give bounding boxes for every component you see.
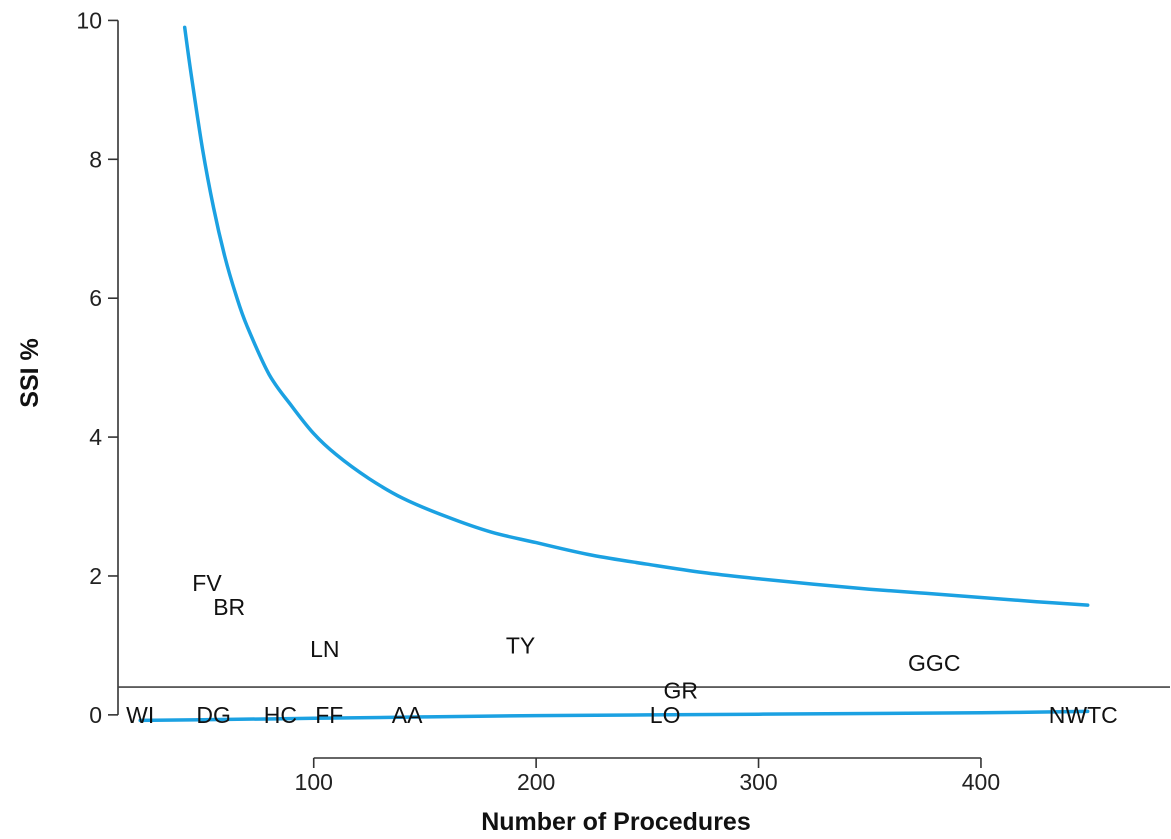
data-point-hc: HC: [264, 702, 297, 728]
y-tick-label: 8: [89, 146, 102, 172]
y-tick-label: 4: [89, 424, 102, 450]
data-point-fv: FV: [192, 570, 222, 596]
x-axis-title: Number of Procedures: [481, 808, 751, 836]
data-point-gr: GR: [663, 678, 698, 704]
y-tick-label: 2: [89, 563, 102, 589]
data-point-ff: FF: [315, 702, 343, 728]
lower-control-limit-line: [138, 709, 1090, 723]
y-tick-label: 0: [89, 702, 102, 728]
data-point-ggc: GGC: [908, 650, 960, 676]
x-tick-label: 300: [739, 769, 777, 795]
data-point-br: BR: [213, 594, 245, 620]
data-point-wi: WI: [126, 702, 154, 728]
data-point-aa: AA: [392, 702, 423, 728]
x-tick-label: 100: [295, 769, 333, 795]
data-point-dg: DG: [196, 702, 231, 728]
upper-control-limit-line: [182, 25, 1090, 607]
data-point-ty: TY: [506, 632, 535, 658]
axes: 0 2 4 6 8 10 100 200 300 400: [76, 7, 1000, 795]
data-point-ln: LN: [310, 636, 339, 662]
y-axis-title: SSI %: [16, 338, 44, 407]
x-tick-label: 400: [962, 769, 1000, 795]
x-tick-label: 200: [517, 769, 555, 795]
y-tick-label: 10: [76, 7, 102, 33]
data-point-nwtc: NWTC: [1049, 702, 1118, 728]
data-point-lo: LO: [650, 702, 681, 728]
y-tick-label: 6: [89, 285, 102, 311]
control-limit-curves: [138, 25, 1090, 723]
